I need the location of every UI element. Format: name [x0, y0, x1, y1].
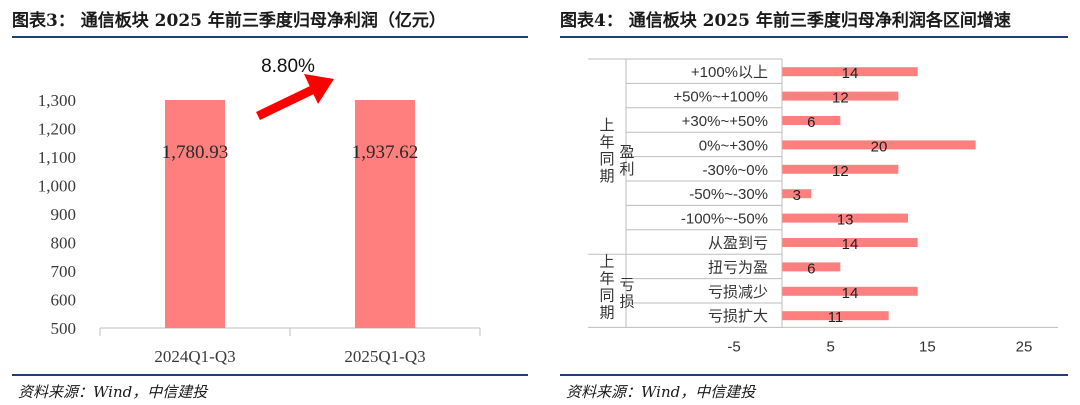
left-title-rule: [12, 36, 528, 38]
category-label: +100%以上: [691, 64, 768, 81]
group-label-loss-line2: 亏损: [619, 276, 634, 310]
bar-data-label: 3: [793, 187, 801, 204]
bar-data-label: 13: [837, 212, 854, 229]
left-source-note: 资料来源：Wind，中信建投: [18, 383, 208, 401]
x-tick-label: -5: [727, 338, 740, 355]
y-tick-label: 800: [51, 234, 77, 253]
y-tick-label: 1,100: [38, 148, 76, 167]
bar-data-label: 12: [832, 163, 849, 180]
y-tick-label: 1,000: [38, 177, 76, 196]
y-tick-label: 600: [51, 291, 77, 310]
y-tick-label: 1,200: [38, 120, 76, 139]
bar-0%~+30%: [782, 140, 976, 150]
bar--100%~-50%: [782, 213, 908, 223]
growth-arrow-shaft: [256, 85, 314, 121]
bar-data-label: 20: [871, 138, 888, 155]
category-label: -50%~-30%: [689, 186, 768, 203]
category-label: +50%~+100%: [673, 89, 768, 106]
category-label: -100%~-50%: [681, 211, 768, 228]
x-tick-label: 5: [826, 338, 834, 355]
bar-data-label: 1,937.62: [352, 142, 419, 163]
y-tick-label: 500: [51, 319, 77, 338]
x-tick-label: 25: [1016, 338, 1033, 355]
category-label: 从盈到亏: [708, 235, 768, 252]
category-label: +30%~+50%: [682, 113, 768, 130]
bar-data-label: 14: [842, 285, 859, 302]
growth-rate-label: 8.80%: [261, 56, 315, 77]
bar-+50%~+100%: [782, 91, 899, 101]
bar-data-label: 12: [832, 90, 849, 107]
left-source-rule: [12, 374, 528, 376]
category-label: 亏损减少: [708, 284, 768, 301]
category-label: 扭亏为盈: [708, 259, 768, 276]
bar-2024Q1-Q3: [165, 100, 225, 328]
bar-data-label: 6: [807, 114, 815, 131]
bar--30%~0%: [782, 164, 899, 174]
x-tick-label: 2025Q1-Q3: [344, 347, 425, 366]
growth-arrow-head: [304, 74, 334, 104]
category-label: 0%~+30%: [699, 137, 768, 154]
left-chart-panel: 图表3： 通信板块 2025 年前三季度归母净利润（亿元） 500 600 700 8…: [12, 11, 528, 401]
bar-2025Q1-Q3: [355, 100, 415, 328]
bar-亏损减少: [782, 286, 918, 296]
right-title-rule: [560, 36, 1068, 38]
bar-扭亏为盈: [782, 262, 841, 272]
category-label: 亏损扩大: [708, 308, 768, 325]
bar-data-label: 14: [842, 236, 859, 253]
right-chart-panel: 图表4： 通信板块 2025 年前三季度归母净利润各区间增速 上年同期 盈利 上年同…: [548, 0, 1080, 405]
group-label-profit-line1: 上年同期: [599, 117, 614, 185]
bar-data-label: 1,780.93: [162, 142, 229, 163]
left-bar-chart: 500 600 700 800 900 1,000 1,100 1,200 1,300 2024Q…: [38, 56, 481, 366]
y-tick-label: 900: [51, 205, 77, 224]
right-source-note: 资料来源：Wind，中信建投: [566, 383, 756, 401]
bar-+100%以上: [782, 67, 918, 77]
group-label-loss-line1: 上年同期: [599, 253, 614, 321]
category-label: -30%~0%: [703, 162, 768, 179]
bar-亏损扩大: [782, 311, 889, 321]
bar--50%~-30%: [782, 189, 812, 199]
bar-data-label: 14: [842, 65, 859, 82]
bar-data-label: 11: [828, 309, 844, 326]
x-tick-label: 2024Q1-Q3: [154, 347, 235, 366]
bar-从盈到亏: [782, 238, 918, 247]
left-chart-title: 图表3： 通信板块 2025 年前三季度归母净利润（亿元）: [12, 11, 446, 31]
y-tick-label: 700: [51, 262, 77, 281]
bar-+30%~+50%: [782, 116, 841, 125]
right-chart-title: 图表4： 通信板块 2025 年前三季度归母净利润各区间增速: [560, 11, 1011, 31]
right-source-rule: [560, 374, 1068, 376]
x-tick-label: 15: [919, 338, 936, 355]
bar-data-label: 6: [807, 260, 815, 277]
y-tick-label: 1,300: [38, 91, 76, 110]
group-label-profit-line2: 盈利: [619, 144, 634, 178]
